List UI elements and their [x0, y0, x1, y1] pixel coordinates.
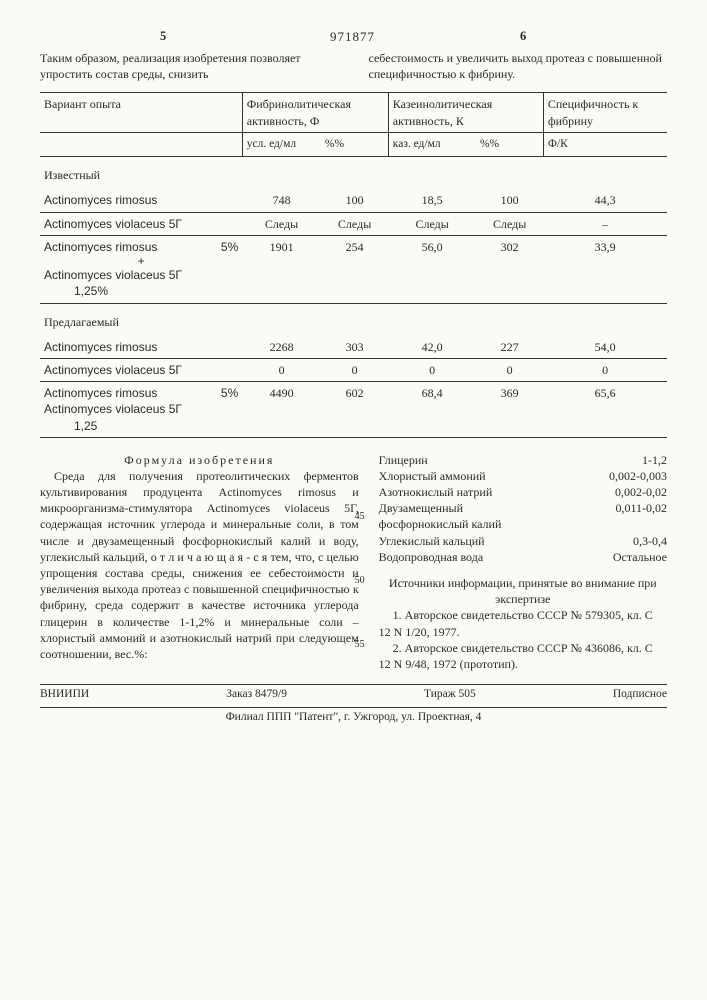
col-num-left: 5 — [160, 28, 166, 45]
organism-name: Actinomyces rimosus — [40, 336, 242, 359]
th-spec: Специфичность к фибрину — [543, 93, 667, 132]
table-row: Actinomyces rimosus5% + Actinomyces viol… — [40, 235, 667, 303]
footer-org: ВНИИПИ — [40, 687, 89, 703]
footer-order: Заказ 8479/9 — [226, 687, 287, 703]
formula-text: Среда для получения протеолитических фер… — [40, 468, 359, 662]
th-s3b: %% — [476, 132, 543, 157]
th-s2b: %% — [321, 132, 388, 157]
th-fibr: Фибринолитическая активность, Ф — [242, 93, 388, 132]
footer-line-2: Филиал ППП "Патент", г. Ужгород, ул. Про… — [40, 707, 667, 726]
organism-name: Actinomyces violaceus 5Г — [40, 358, 242, 381]
reference-1: 1. Авторское свидетельство СССР № 579305… — [379, 607, 667, 639]
references-title: Источники информации, принятые во вниман… — [379, 575, 667, 607]
formula-section: Формула изобретения Среда для получения … — [40, 452, 667, 672]
table-row: Actinomyces violaceus 5Г Следы Следы Сле… — [40, 212, 667, 235]
results-table: Вариант опыта Фибринолитическая активнос… — [40, 92, 667, 437]
section-known: Известный — [40, 157, 667, 190]
ingredient-row: Хлористый аммоний0,002-0,003 — [379, 468, 667, 484]
th-casein: Казеинолитическая активность, К — [388, 93, 543, 132]
th-s3a: каз. ед/мл — [388, 132, 476, 157]
ingredient-row: Азотнокислый натрий0,002-0,02 — [379, 484, 667, 500]
th-s2a: усл. ед/мл — [242, 132, 321, 157]
ingredient-row: Углекислый кальций0,3-0,4 — [379, 533, 667, 549]
patent-number: 971877 — [330, 28, 375, 46]
th-variant: Вариант опыта — [40, 93, 242, 132]
line-marker-50-icon: 50 — [355, 574, 365, 588]
section-proposed: Предлагаемый — [40, 303, 667, 336]
ingredient-row: Двузамещенный фосфорнокислый калий0,011-… — [379, 500, 667, 532]
intro-right: себестоимость и увеличить выход протеаз … — [369, 50, 668, 82]
intro-left: Таким образом, реализация изобретения по… — [40, 50, 339, 82]
organism-name: Actinomyces violaceus 5Г — [40, 212, 242, 235]
table-row: Actinomyces rimosus5% Actinomyces violac… — [40, 382, 667, 438]
intro-paragraph: Таким образом, реализация изобретения по… — [40, 50, 667, 82]
table-row: Actinomyces violaceus 5Г 0 0 0 0 0 — [40, 358, 667, 381]
col-num-right: 6 — [520, 28, 526, 45]
formula-title: Формула изобретения — [40, 452, 359, 468]
organism-name: Actinomyces rimosus5% Actinomyces violac… — [40, 382, 242, 438]
table-row: Actinomyces rimosus 748 100 18,5 100 44,… — [40, 189, 667, 212]
organism-name: Actinomyces rimosus5% + Actinomyces viol… — [40, 235, 242, 303]
th-s4: Ф/К — [543, 132, 667, 157]
footer-line-1: ВНИИПИ Заказ 8479/9 Тираж 505 Подписное — [40, 684, 667, 703]
footer-sub: Подписное — [613, 687, 667, 703]
page-header: 5 971877 6 — [40, 28, 667, 46]
reference-2: 2. Авторское свидетельство СССР № 436086… — [379, 640, 667, 672]
line-marker-55-icon: 55 — [355, 638, 365, 652]
table-row: Actinomyces rimosus 2268 303 42,0 227 54… — [40, 336, 667, 359]
organism-name: Actinomyces rimosus — [40, 189, 242, 212]
ingredient-row: Глицерин1-1,2 — [379, 452, 667, 468]
footer-tirazh: Тираж 505 — [424, 687, 476, 703]
ingredient-row: Водопроводная водаОстальное — [379, 549, 667, 565]
line-marker-45-icon: 45 — [355, 510, 365, 524]
